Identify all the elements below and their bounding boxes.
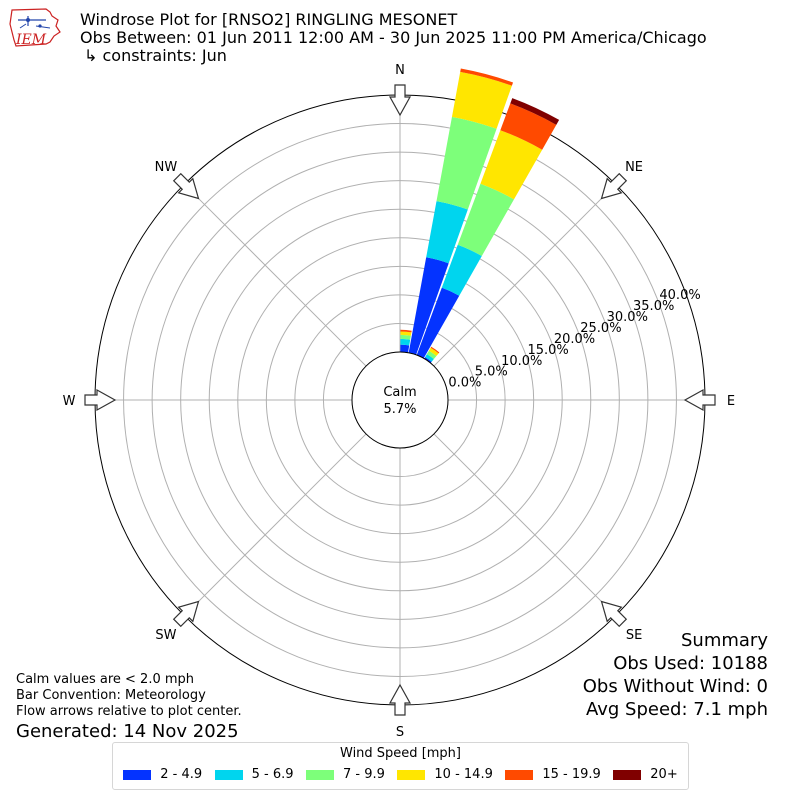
radial-tick-label: 5.0% [475,365,508,380]
plot-title: Windrose Plot for [RNSO2] RINGLING MESON… [80,10,458,29]
legend-swatch [123,769,152,780]
windrose-bar-segment [425,354,434,362]
direction-label: N [395,63,405,78]
direction-label: S [396,725,404,740]
legend-item: 20+ [613,767,678,782]
windrose-bar-segment [430,346,440,354]
radial-tick-label: 20.0% [554,332,595,347]
windrose-bar-segment [400,338,411,346]
windrose-bar-segment [441,244,482,296]
windrose-bar-segment [500,103,557,150]
legend-swatch [306,769,335,780]
grid-spoke [183,433,367,617]
grid-ring [322,322,478,478]
flow-arrow-icon [600,600,628,628]
windrose-bar-segment [510,98,560,125]
windrose-bar-segment [460,68,514,86]
legend-item: 10 - 14.9 [397,767,493,782]
generated-date: Generated: 14 Nov 2025 [16,721,239,742]
plot-header: Windrose Plot for [RNSO2] RINGLING MESON… [80,11,707,65]
radial-tick-label: 15.0% [527,343,568,358]
windrose-bar-segment [400,344,410,353]
radial-tick-label: 35.0% [633,299,674,314]
radial-tick-label: 40.0% [659,288,700,303]
legend-title: Wind Speed [mph] [340,746,461,761]
radial-tick-label: 25.0% [580,321,621,336]
legend-label: 15 - 19.9 [542,767,601,782]
windrose-bar-segment [457,183,514,256]
summary-heading: Summary [681,630,768,651]
calm-value: 5.7% [383,402,416,417]
bar-convention-note: Bar Convention: Meteorology [16,688,206,703]
legend-item: 15 - 19.9 [505,767,601,782]
logo-text: IEM [15,32,47,48]
grid-spoke [183,183,367,367]
summary-box: Summary Obs Used: 10188 Obs Without Wind… [583,629,768,721]
avg-speed: Avg Speed: 7.1 mph [586,699,768,720]
flow-arrow-icon [172,172,200,200]
legend-label: 2 - 4.9 [160,767,203,782]
direction-label: W [63,394,76,409]
grid-ring [180,180,620,620]
windrose-bar-segment [424,357,432,364]
direction-label: E [727,394,735,409]
grid-ring [123,123,677,677]
legend-swatch [613,769,642,780]
calm-note: Calm values are < 2.0 mph [16,672,195,687]
iem-logo: IEM [6,6,64,50]
direction-label: NE [625,160,643,175]
windrose-bar-segment [400,334,411,340]
legend-label: 5 - 6.9 [251,767,294,782]
grid-spoke [433,183,617,367]
grid-spoke [433,433,617,617]
grid-ring [294,294,506,506]
legend-label: 10 - 14.9 [434,767,493,782]
flow-arrow-icon [600,172,628,200]
windrose-bar-segment [451,71,512,129]
legend-item: 5 - 6.9 [214,767,294,782]
radial-tick-label: 0.0% [448,376,481,391]
radial-tick-label: 30.0% [607,310,648,325]
flow-arrows-note: Flow arrows relative to plot center. [16,704,242,719]
legend-label: 7 - 9.9 [343,767,385,782]
windrose-bar-segment [416,287,460,359]
calm-circle [351,351,449,449]
obs-used: Obs Used: 10188 [613,653,768,674]
legend-item: 2 - 4.9 [123,767,202,782]
windrose-bar-segment [426,350,437,360]
direction-label: NW [155,160,178,175]
flow-arrow-icon [388,84,412,117]
flow-arrow-icon [84,388,117,412]
flow-arrow-icon [388,683,412,716]
constraints-text: ↳ constraints: Jun [84,46,227,65]
legend-label: 20+ [650,767,678,782]
grid-ring [151,151,649,649]
obs-without-wind: Obs Without Wind: 0 [582,676,768,697]
legend-item: 7 - 9.9 [306,767,385,782]
grid-ring [237,237,563,563]
legend-swatch [505,769,534,780]
plot-notes: Calm values are < 2.0 mph Bar Convention… [16,672,242,743]
windrose-bar-segment [400,329,412,333]
flow-arrow-icon [172,600,200,628]
legend-swatch [214,769,243,780]
windrose-bar-segment [408,257,449,355]
windrose-bar-segment [428,347,439,356]
grid-ring [265,265,535,535]
windrose-bar-segment [480,130,543,200]
calm-label: Calm [383,385,416,400]
obs-between: Obs Between: 01 Jun 2011 12:00 AM - 30 J… [80,28,707,47]
grid-ring [208,208,592,592]
direction-label: SW [155,628,176,643]
direction-label: SE [626,628,642,643]
windrose-bar-segment [426,201,468,264]
flow-arrow-icon [683,388,716,412]
windrose-bar-segment [436,116,497,210]
radial-tick-label: 10.0% [501,354,542,369]
chart-legend: Wind Speed [mph] 2 - 4.9 5 - 6.9 7 - 9.9 10… [112,742,689,790]
windrose-bar-segment [400,331,412,336]
legend-swatch [397,769,426,780]
